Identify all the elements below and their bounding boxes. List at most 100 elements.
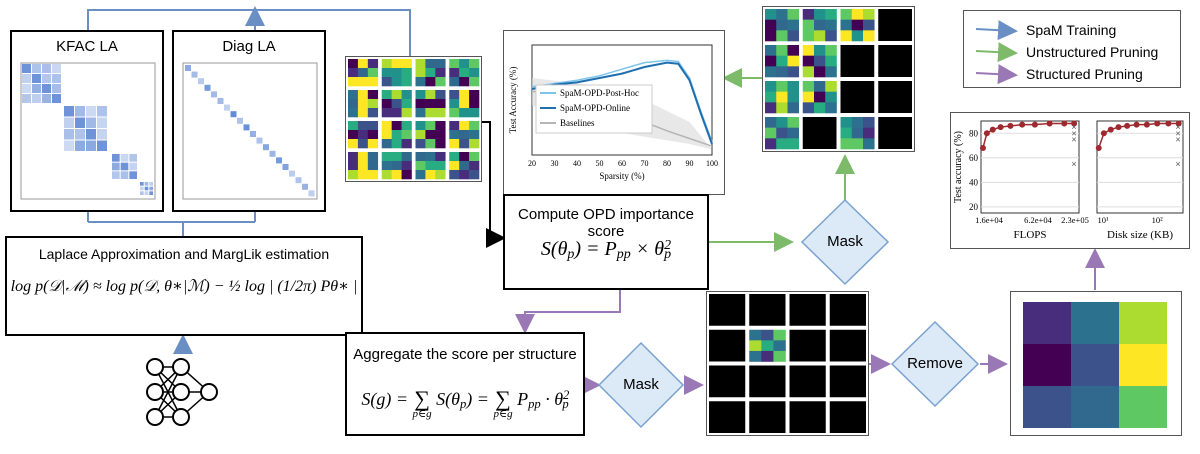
weight-cell xyxy=(425,121,436,131)
weight-cell xyxy=(425,130,436,140)
pruned-cell xyxy=(787,45,800,56)
pruned-cell xyxy=(776,9,788,20)
structured-block-pruned xyxy=(709,294,746,326)
kfac-cell xyxy=(64,106,74,117)
weight-cell xyxy=(348,90,359,100)
weight-cell xyxy=(367,170,379,180)
weight-cell xyxy=(425,68,436,78)
pruned-cell xyxy=(863,19,875,31)
weight-cell xyxy=(425,59,436,69)
weight-cell xyxy=(348,77,359,87)
weight-cell xyxy=(435,77,446,87)
diag-title: Diag LA xyxy=(222,38,276,55)
kfac-cell xyxy=(97,140,107,151)
structured-cell xyxy=(761,340,774,352)
kfac-la-panel: KFAC LA xyxy=(10,30,164,212)
weight-cell xyxy=(469,170,480,180)
pruned-cell xyxy=(802,81,815,92)
pruned-cell xyxy=(802,66,815,78)
kfac-cell xyxy=(32,64,41,73)
weight-cell xyxy=(435,152,446,162)
weight-cell xyxy=(391,139,402,149)
weight-cell xyxy=(367,90,379,100)
weight-cell xyxy=(357,99,369,109)
pruned-cell xyxy=(787,138,800,150)
plot-x-marker: × xyxy=(1175,134,1180,144)
pruned-block-pruned xyxy=(878,45,912,77)
kfac-cell xyxy=(22,84,31,93)
weight-cell xyxy=(469,99,480,109)
weight-cell xyxy=(357,161,369,171)
plot-point xyxy=(1061,120,1068,127)
pruned-cell xyxy=(765,45,777,56)
opd-score-box: Compute OPD importance score S(θp) = Ppp… xyxy=(503,194,709,290)
weight-cell xyxy=(435,99,446,109)
pruned-cell xyxy=(814,45,826,56)
kfac-cell xyxy=(97,117,107,128)
pruned-cell xyxy=(825,19,837,31)
plot-x-tick-label: 10¹ xyxy=(1097,215,1109,225)
structured-block-pruned xyxy=(709,365,746,398)
weight-cell xyxy=(449,90,460,100)
weight-cell xyxy=(469,161,480,171)
weight-cell xyxy=(449,170,460,180)
weight-cell xyxy=(459,68,470,78)
plot-point xyxy=(1100,130,1107,137)
weight-cell xyxy=(381,77,392,87)
weight-cell xyxy=(348,68,359,78)
pruned-cell xyxy=(802,30,815,42)
weight-cell xyxy=(391,108,402,118)
plot-x-tick-label: 10² xyxy=(1152,215,1164,225)
weight-grid-panel xyxy=(345,56,482,182)
compressed-heatmap xyxy=(1023,302,1167,428)
kfac-cell xyxy=(129,162,137,171)
kfac-cell xyxy=(64,129,74,140)
arrow-opd-to-aggregate xyxy=(515,290,621,334)
kfac-cell xyxy=(97,106,107,117)
diag-cell xyxy=(237,117,243,124)
pruned-cell xyxy=(802,19,815,31)
plot-point xyxy=(983,130,990,137)
weight-cell xyxy=(381,161,392,171)
weight-cell xyxy=(401,77,412,87)
arrow-la-to-weights xyxy=(87,10,411,56)
plot-point xyxy=(997,124,1004,131)
diag-cell xyxy=(198,78,204,85)
weight-cell xyxy=(357,59,369,69)
weight-cell xyxy=(348,161,359,171)
chart1-x-label: Sparsity (%) xyxy=(599,171,644,181)
plot-x-tick-label: 1.6e+04 xyxy=(975,215,1003,225)
pruned-cell xyxy=(840,9,853,20)
mask-diamond-bottom xyxy=(597,341,685,429)
kfac-cell xyxy=(120,154,129,162)
chart1-legend-label: Baselines xyxy=(560,118,595,128)
weight-cell xyxy=(401,121,412,131)
laplace-equation: log p(𝒟|ℳ) ≈ log p(𝒟, θ∗|ℳ) − ½ log | (1… xyxy=(10,278,358,295)
weight-cell xyxy=(449,77,460,87)
weight-cell xyxy=(435,139,446,149)
weight-cell xyxy=(401,108,412,118)
weight-cell xyxy=(449,108,460,118)
kfac-cell xyxy=(75,140,85,151)
weight-cell xyxy=(425,139,436,149)
pruned-cell xyxy=(814,30,826,42)
diag-cell xyxy=(217,98,224,104)
pruned-cell xyxy=(776,138,788,150)
kfac-cell xyxy=(144,191,149,195)
plot-point xyxy=(1007,122,1014,129)
plot-point xyxy=(1124,122,1131,129)
kfac-cell xyxy=(144,186,149,191)
pruned-cell xyxy=(825,30,837,42)
chart1-legend-label: SpaM-OPD-Post-Hoc xyxy=(560,88,639,98)
plot-frame xyxy=(980,120,1080,214)
weight-cell xyxy=(459,99,470,109)
kfac-cell xyxy=(149,191,153,195)
plot-x-marker: × xyxy=(1071,159,1076,169)
pruned-block-pruned xyxy=(840,45,875,77)
weight-cell xyxy=(435,90,446,100)
pruned-cell xyxy=(851,117,864,128)
structured-block-pruned xyxy=(829,365,866,398)
mask-label-bottom: Mask xyxy=(623,376,659,393)
weight-cell xyxy=(391,170,402,180)
